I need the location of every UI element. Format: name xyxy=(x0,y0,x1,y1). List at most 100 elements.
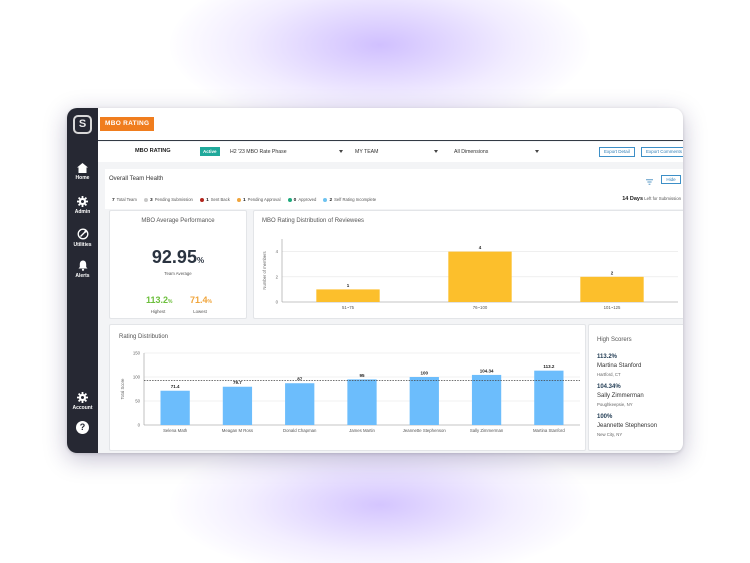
x-tick-label: Jeannette Stephenson xyxy=(403,428,447,433)
bell-icon xyxy=(78,260,87,271)
status-pending-submission: 3 Pending Submission xyxy=(144,197,193,203)
filter-bar: MBO RATING Active H2 '23 MBO Rate Phase … xyxy=(98,142,683,162)
filter-icon[interactable] xyxy=(646,179,653,185)
status-dot xyxy=(237,197,241,202)
data-label: 87 xyxy=(297,377,303,382)
sidebar-item-label: Utilities xyxy=(73,242,92,248)
sidebar: S Home Admin Utilities Alerts Account ? xyxy=(67,108,98,453)
high-scorer-value: 104.34% xyxy=(597,384,621,390)
distribution-chart-card: MBO Rating Distribution of Reviewees 0 2 4… xyxy=(253,210,683,319)
days-left-value: 14 Days xyxy=(622,196,644,202)
bar xyxy=(160,390,190,425)
sidebar-item-admin[interactable]: Admin xyxy=(67,196,98,215)
high-scorers-title: High Scorers xyxy=(597,337,632,343)
y-tick-label: 2 xyxy=(276,274,279,279)
phase-select[interactable]: H2 '23 MBO Rate Phase xyxy=(230,147,343,157)
team-health-title: Overall Team Health xyxy=(109,176,164,182)
team-average-value: 92.95% xyxy=(151,247,205,267)
hide-button[interactable]: Hide xyxy=(661,175,681,184)
high-scorer-value: 113.2% xyxy=(597,354,618,360)
bar xyxy=(471,374,502,425)
status-self-rating-incomplete: 2 Self Rating Incomplete xyxy=(323,197,376,203)
y-tick-label: 150 xyxy=(133,351,141,356)
sidebar-item-label: Home xyxy=(75,175,90,181)
x-tick-label: 76~100 xyxy=(473,305,488,310)
page-title: MBO RATING xyxy=(135,148,171,154)
high-scorer-name[interactable]: Sally Zimmerman xyxy=(597,393,644,399)
sidebar-item-utilities[interactable]: Utilities xyxy=(67,228,98,248)
data-label: 2 xyxy=(611,270,614,275)
high-scorer-location: Hartford, CT xyxy=(597,372,621,377)
bar xyxy=(580,276,644,302)
chart-title: MBO Rating Distribution of Reviewees xyxy=(262,218,365,224)
team-select[interactable]: MY TEAM xyxy=(355,147,438,157)
data-label: 79.7 xyxy=(233,380,242,385)
bar xyxy=(448,251,512,302)
status-dot xyxy=(323,197,328,202)
status-total-team: 7 Total Team xyxy=(112,197,137,203)
sidebar-item-alerts[interactable]: Alerts xyxy=(67,260,98,279)
average-performance-card: MBO Average Performance 92.95% Team Aver… xyxy=(109,210,247,319)
logo-icon: S xyxy=(73,115,92,134)
chart-title: Rating Distribution xyxy=(119,334,169,340)
y-tick-label: 4 xyxy=(276,249,279,254)
y-tick-label: 0 xyxy=(138,423,141,428)
dimensions-select-value: All Dimensions xyxy=(454,149,489,155)
bar xyxy=(222,386,253,425)
help-icon[interactable]: ? xyxy=(76,421,89,434)
bar xyxy=(316,289,380,302)
y-axis-label: Number of members xyxy=(262,251,267,289)
rating-distribution-chart: 0 50 100 150 Total Score 71.4 Selena Math 79.7 M… xyxy=(120,351,580,433)
high-scorer-name[interactable]: Martina Stanford xyxy=(597,363,642,369)
app-brand-badge: MBO RATING xyxy=(100,117,155,131)
high-scorer-value: 100% xyxy=(597,414,613,420)
x-tick-label: Selena Math xyxy=(163,428,188,433)
data-label: 104.34 xyxy=(480,368,494,373)
lowest-label: Lowest xyxy=(193,309,207,314)
bar xyxy=(534,370,564,425)
x-tick-label: 101~125 xyxy=(604,305,621,310)
gear-icon xyxy=(77,196,88,207)
high-scorer-location: New City, NY xyxy=(597,432,623,437)
bar xyxy=(347,379,377,425)
top-bar: MBO RATING xyxy=(98,108,683,141)
app-window: S Home Admin Utilities Alerts Account ? … xyxy=(67,108,683,453)
y-tick-label: 50 xyxy=(135,399,140,404)
status-dot xyxy=(200,197,205,202)
x-tick-label: Meagan M Ross xyxy=(222,428,253,433)
phase-select-value: H2 '23 MBO Rate Phase xyxy=(230,149,287,155)
status-sent-back: 1 Sent Back xyxy=(200,197,230,203)
high-scorer-name[interactable]: Jeannette Stephenson xyxy=(597,423,658,429)
export-comments-button[interactable]: Export Comments xyxy=(641,147,683,157)
data-label: 1 xyxy=(347,283,350,288)
x-tick-label: Sally Zimmerman xyxy=(470,428,504,433)
x-tick-label: Donald Chapman xyxy=(283,428,317,433)
days-left: 14 Days Left for Submission xyxy=(622,196,681,202)
export-detail-button[interactable]: Export Detail xyxy=(599,147,635,157)
team-average-label: Team Average xyxy=(164,271,192,276)
data-label: 113.2 xyxy=(543,364,555,369)
highest-value: 113.2% xyxy=(146,295,173,305)
status-approved: 0 Approved xyxy=(287,197,316,203)
status-pending-approval: 1 Pending Approval xyxy=(237,197,281,203)
utilities-icon xyxy=(77,228,88,240)
x-tick-label: James Martin xyxy=(349,428,375,433)
sidebar-item-account[interactable]: Account xyxy=(67,392,98,411)
data-label: 95 xyxy=(359,373,365,378)
high-scorer-location: Poughkeepsie, NY xyxy=(597,402,633,407)
status-summary: 7 Total Team 3 Pending Submission 1 Sent Ba… xyxy=(112,197,382,203)
days-left-label: Left for Submission xyxy=(644,196,681,201)
rating-distribution-card: Rating Distribution 0 50 100 150 Total Score… xyxy=(109,324,586,451)
x-tick-label: Martina Stanford xyxy=(533,428,565,433)
y-tick-label: 0 xyxy=(276,300,279,305)
status-badge: Active xyxy=(200,147,220,156)
y-tick-label: 100 xyxy=(133,375,141,380)
status-dot xyxy=(144,197,149,202)
dimensions-select[interactable]: All Dimensions xyxy=(454,147,539,157)
sidebar-item-home[interactable]: Home xyxy=(67,163,98,181)
chevron-down-icon xyxy=(434,150,438,153)
x-tick-label: 51~75 xyxy=(342,305,355,310)
sidebar-item-label: Alerts xyxy=(75,273,90,279)
data-label: 100 xyxy=(421,371,429,376)
y-axis-label: Total Score xyxy=(120,378,125,400)
